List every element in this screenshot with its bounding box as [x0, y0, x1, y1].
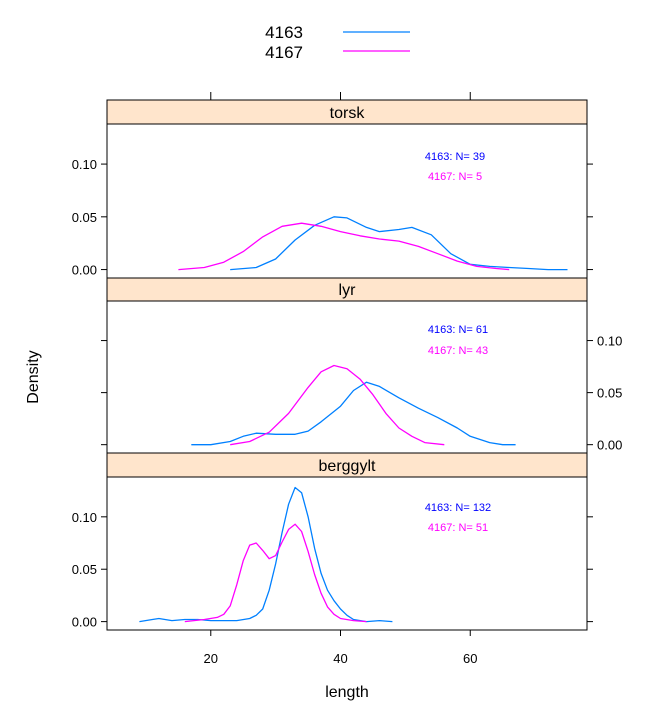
y-tick-label-berggylt-0: 0.00	[72, 615, 97, 630]
y-axis-torsk: 0.00 0.05 0.10	[72, 157, 593, 278]
panel-frame-lyr	[106, 300, 588, 454]
density-line-4163-berggylt	[139, 486, 393, 623]
count-4167-berggylt: 4167: N= 51	[428, 522, 488, 534]
y-tick-label-torsk-1: 0.05	[72, 210, 97, 225]
x-tick-label-1: 40	[333, 651, 347, 666]
y-tick-label-torsk-2: 0.10	[72, 157, 97, 172]
legend: 4163 4167	[265, 23, 410, 62]
strip-label-berggylt: berggylt	[319, 458, 376, 475]
y-axis-title: Density	[25, 350, 42, 403]
legend-label-4167: 4167	[265, 43, 303, 62]
density-line-4163-torsk	[230, 216, 568, 271]
count-4163-torsk: 4163: N= 39	[425, 151, 485, 163]
y-tick-label-berggylt-2: 0.10	[72, 510, 97, 525]
x-tick-label-0: 20	[204, 651, 218, 666]
x-axis-title: length	[325, 684, 369, 701]
y-tick-label-lyr-0: 0.00	[597, 438, 622, 453]
y-tick-label-berggylt-1: 0.05	[72, 562, 97, 577]
y-axis-lyr: 0.00 0.05 0.10	[101, 334, 622, 453]
panel-lyr: lyr 0.00 0.05 0.10 4163: N= 61 4167: N= 43	[101, 277, 622, 454]
strip-label-lyr: lyr	[339, 282, 357, 299]
strip-berggylt	[106, 452, 588, 478]
x-axis: 20 40 60	[204, 92, 477, 666]
density-line-4167-torsk	[178, 222, 510, 271]
curves-torsk	[178, 216, 568, 271]
x-tick-label-2: 60	[463, 651, 477, 666]
curves-berggylt	[139, 486, 393, 623]
density-line-4167-lyr	[230, 364, 445, 446]
strip-label-torsk: torsk	[330, 105, 366, 122]
count-4163-berggylt: 4163: N= 132	[425, 502, 491, 514]
y-tick-label-lyr-1: 0.05	[597, 386, 622, 401]
panel-frame-torsk	[106, 123, 588, 279]
y-tick-label-lyr-2: 0.10	[597, 334, 622, 349]
strip-torsk	[106, 99, 588, 125]
panel-torsk: torsk 0.00 0.05 0.10 4163: N= 39 4167: N= …	[72, 99, 593, 279]
count-4167-lyr: 4167: N= 43	[428, 345, 488, 357]
panel-frame-berggylt	[106, 476, 588, 631]
legend-label-4163: 4163	[265, 23, 303, 42]
count-4163-lyr: 4163: N= 61	[428, 324, 488, 336]
curves-lyr	[191, 364, 516, 446]
count-4167-torsk: 4167: N= 5	[428, 171, 482, 183]
y-tick-label-torsk-0: 0.00	[72, 263, 97, 278]
panel-berggylt: berggylt 0.00 0.05 0.10 4163: N= 132 4167:…	[72, 452, 593, 631]
y-axis-berggylt: 0.00 0.05 0.10	[72, 510, 593, 630]
density-line-4163-lyr	[191, 381, 516, 446]
density-line-4167-berggylt	[184, 523, 367, 623]
